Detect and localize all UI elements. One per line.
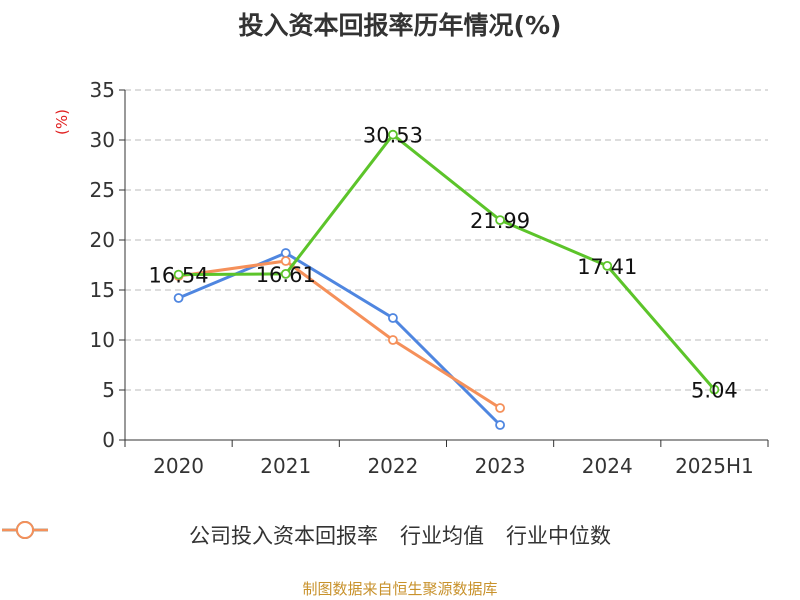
data-point	[173, 293, 184, 303]
y-tick-label: 5	[102, 378, 115, 402]
chart-title: 投入资本回报率历年情况(%)	[238, 11, 562, 40]
data-label: 17.41	[577, 255, 637, 279]
legend-marker-industry-median-icon	[2, 521, 48, 539]
legend-label-industry-avg: 行业均值	[400, 524, 484, 548]
data-point	[280, 248, 291, 258]
series-line-2	[178, 259, 501, 410]
series-line-1	[178, 251, 502, 427]
data-point	[709, 384, 720, 395]
x-tick-label: 2021	[260, 454, 311, 478]
data-point	[280, 268, 291, 279]
data-source-note: 制图数据来自恒生聚源数据库	[302, 580, 498, 598]
data-point	[280, 256, 291, 266]
data-label: 16.54	[149, 264, 209, 288]
data-point	[495, 215, 505, 226]
legend-item-industry-avg[interactable]: 行业均值	[2, 520, 484, 550]
x-tick-label: 2022	[367, 454, 418, 478]
data-label: 16.61	[256, 263, 316, 287]
data-point	[388, 129, 398, 140]
data-point	[602, 260, 613, 271]
x-tick-label: 2024	[582, 454, 633, 478]
data-point	[173, 269, 184, 280]
x-tick-label: 2025H1	[675, 454, 754, 478]
data-label: 30.53	[363, 124, 423, 148]
legend-item-company[interactable]: 公司投入资本回报率	[2, 520, 378, 550]
data-label: 5.04	[691, 379, 738, 403]
y-tick-label: 10	[90, 328, 115, 352]
y-tick-label: 25	[90, 178, 115, 202]
legend: 公司投入资本回报率 行业均值 行业中位数	[0, 520, 800, 550]
data-point	[495, 403, 505, 413]
y-tick-label: 30	[90, 128, 115, 152]
y-tick-label: 15	[90, 278, 115, 302]
y-tick-label: 0	[102, 428, 115, 452]
data-label: 21.99	[470, 209, 530, 233]
legend-item-industry-median[interactable]: 行业中位数	[2, 520, 611, 550]
data-point	[495, 420, 505, 430]
y-tick-label: 35	[90, 78, 115, 102]
data-point	[388, 313, 398, 323]
x-tick-label: 2020	[153, 454, 204, 478]
y-tick-label: 20	[90, 228, 115, 252]
series-line-0	[178, 133, 716, 391]
data-point	[388, 335, 398, 345]
legend-label-company: 公司投入资本回报率	[189, 524, 378, 548]
x-tick-label: 2023	[475, 454, 526, 478]
legend-label-industry-median: 行业中位数	[506, 524, 611, 548]
